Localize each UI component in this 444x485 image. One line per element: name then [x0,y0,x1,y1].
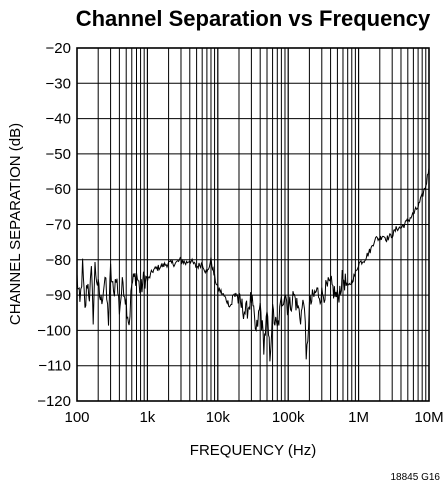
x-axis-label: FREQUENCY (Hz) [190,442,316,459]
x-tick-label: 100k [272,409,305,426]
plot-frame [76,47,430,402]
y-tick-label: −20 [46,40,71,57]
y-tick-label: −120 [37,393,71,410]
y-axis-label: CHANNEL SEPARATION (dB) [7,123,24,325]
series-line [76,167,430,362]
x-tick-labels: 100 1k 10k 100k 1M 10M [64,409,443,426]
y-tick-label: −80 [46,252,71,269]
y-tick-label: −90 [46,287,71,304]
x-tick-label: 10k [206,409,231,426]
y-tick-label: −100 [37,322,71,339]
y-tick-label: −30 [46,75,71,92]
x-tick-label: 1M [348,409,369,426]
x-tick-label: 10M [414,409,443,426]
chart-title: Channel Separation vs Frequency [76,6,431,31]
figure-id: 18845 G16 [391,472,441,483]
x-tick-label: 100 [64,409,89,426]
chart-grid [76,47,430,402]
y-tick-label: −50 [46,146,71,163]
y-tick-label: −110 [38,358,71,375]
y-tick-labels: −20 −30 −40 −50 −60 −70 −80 −90 −100 −110 −120 [37,40,71,410]
y-tick-label: −60 [46,181,71,198]
y-tick-label: −40 [46,111,71,128]
x-tick-label: 1k [139,409,155,426]
y-tick-label: −70 [46,217,71,234]
